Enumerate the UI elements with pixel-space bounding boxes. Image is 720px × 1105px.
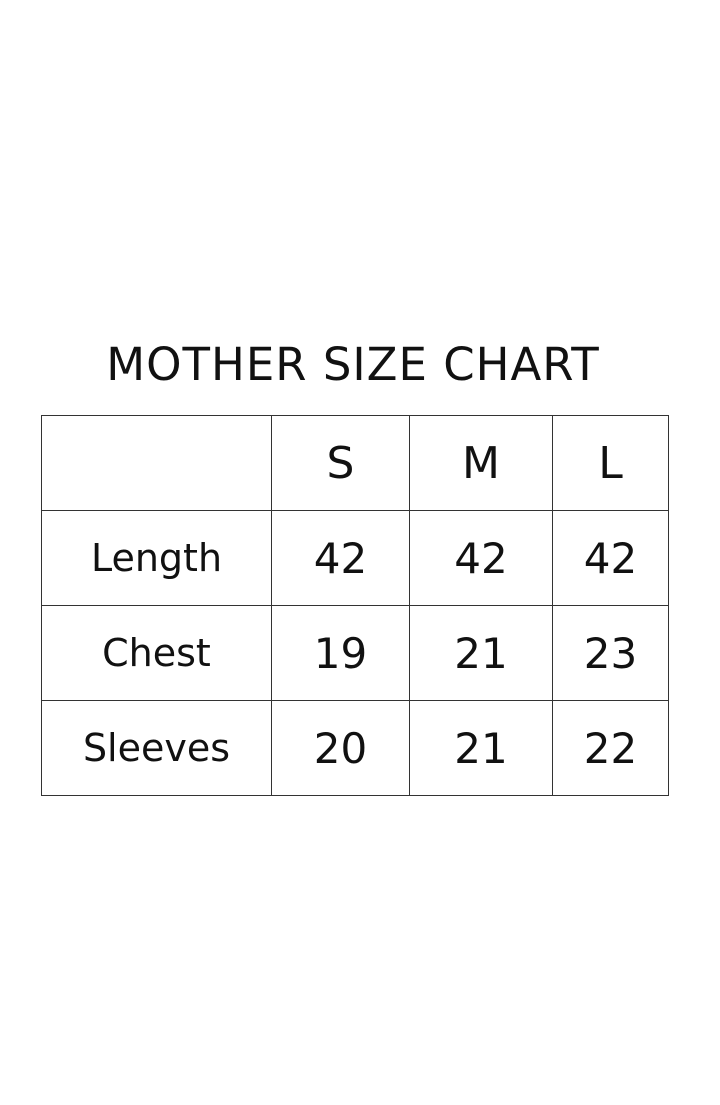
header-cell-l: L <box>552 415 669 511</box>
cell-value: 42 <box>409 510 553 606</box>
cell-value: 22 <box>552 700 669 796</box>
header-cell-s: S <box>271 415 410 511</box>
cell-value: 21 <box>409 605 553 701</box>
row-label: Sleeves <box>41 700 272 796</box>
cell-value: 21 <box>409 700 553 796</box>
cell-value: 20 <box>271 700 410 796</box>
header-cell-empty <box>41 415 272 511</box>
row-label: Length <box>41 510 272 606</box>
cell-value: 23 <box>552 605 669 701</box>
table-row: Length 42 42 42 <box>41 510 669 606</box>
cell-value: 19 <box>271 605 410 701</box>
cell-value: 42 <box>271 510 410 606</box>
row-label: Chest <box>41 605 272 701</box>
table-row: Chest 19 21 23 <box>41 605 669 701</box>
size-chart-table: S M L Length 42 42 42 Chest 19 21 23 Sle… <box>41 415 669 796</box>
header-cell-m: M <box>409 415 553 511</box>
table-header-row: S M L <box>41 415 669 511</box>
cell-value: 42 <box>552 510 669 606</box>
table-row: Sleeves 20 21 22 <box>41 700 669 796</box>
page-title: MOTHER SIZE CHART <box>106 338 600 391</box>
